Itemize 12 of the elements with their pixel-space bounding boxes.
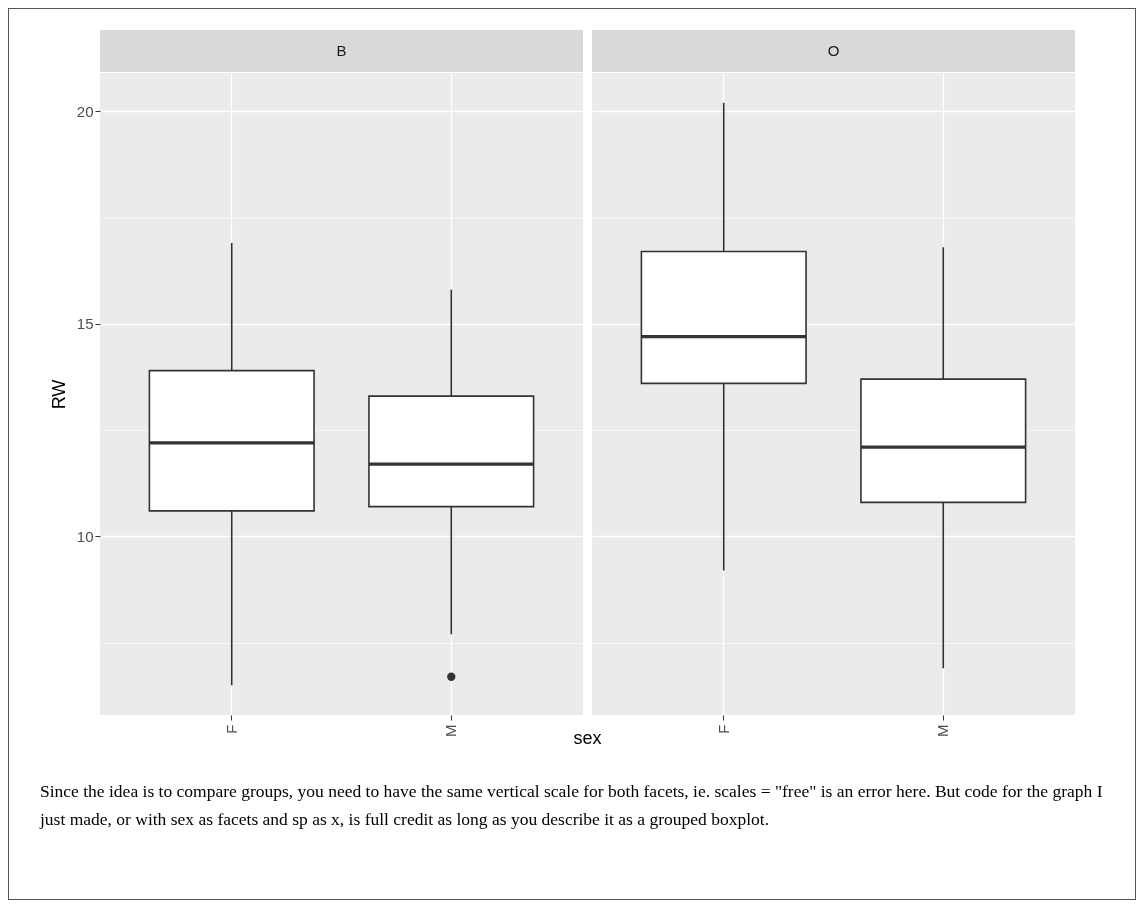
chart-title: B	[100, 30, 583, 72]
y-tick-label: 15	[76, 315, 94, 333]
y-axis-title: RW	[48, 379, 69, 410]
chart-title: O	[592, 30, 1075, 72]
x-tick-label: M	[934, 724, 952, 737]
y-tick-label: 10	[76, 527, 94, 545]
text: Since the idea is to compare groups, you need to have the same vertical scale for both facets, ie. scales = "free" is an error here. But code for the graph I just made, or with sex as facets and sp as x, is full credit as long as you describe it as a grouped boxplot.	[40, 780, 1104, 831]
x-tick-label: M	[442, 724, 460, 737]
x-axis-title: sex	[573, 728, 602, 748]
y-tick-label: 20	[76, 102, 94, 120]
x-tick-label: F	[714, 724, 732, 734]
x-tick-label: F	[222, 724, 240, 734]
